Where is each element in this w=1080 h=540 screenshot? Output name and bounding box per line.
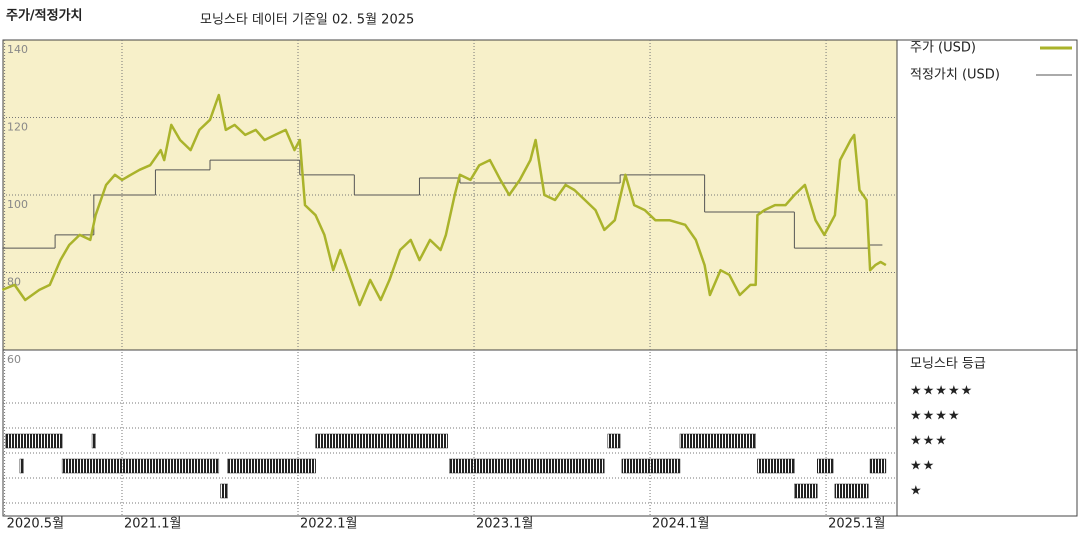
rating-bar [91, 433, 96, 449]
rating-bar [679, 433, 756, 449]
rating-bar [757, 458, 795, 474]
x-tick-label: 2020.5월 [7, 517, 64, 532]
rating-level-label: ★ [910, 484, 923, 499]
rating-bar [220, 483, 228, 499]
x-tick-label: 2025.1월 [828, 517, 885, 532]
chart-subtitle: 모닝스타 데이터 기준일 02. 5월 2025 [200, 13, 414, 28]
rating-bar [5, 433, 63, 449]
price-line [1, 93, 887, 307]
y-tick-label: 60 [7, 353, 21, 366]
rating-bar [834, 483, 869, 499]
y-tick-label: 100 [7, 198, 28, 211]
rating-title: 모닝스타 등급 [910, 357, 986, 372]
rating-bar [61, 458, 220, 474]
y-tick-label: 120 [7, 121, 28, 134]
rating-level-label: ★★★ [910, 434, 948, 449]
frame [2, 39, 1078, 517]
rating-bar [315, 433, 448, 449]
x-tick-label: 2021.1월 [124, 517, 181, 532]
x-tick-label: 2024.1월 [652, 517, 709, 532]
rating-bar [449, 458, 605, 474]
rating-level-label: ★★★★ [910, 409, 961, 424]
rating-bar [19, 458, 24, 474]
rating-bar [794, 483, 818, 499]
rating-bar [607, 433, 621, 449]
y-tick-label: 140 [7, 43, 28, 56]
rating-level-label: ★★★★★ [910, 384, 973, 399]
rating-bar [621, 458, 681, 474]
x-tick-label: 2022.1월 [300, 517, 357, 532]
x-tick-label: 2023.1월 [476, 517, 533, 532]
legend-label: 적정가치 (USD) [910, 68, 1000, 83]
rating-level-label: ★★ [910, 459, 935, 474]
rating-bar [817, 458, 834, 474]
legend-label: 주가 (USD) [910, 41, 976, 56]
chart-title: 주가/적정가치 [6, 8, 83, 24]
rating-bar [869, 458, 887, 474]
rating-bar [227, 458, 316, 474]
